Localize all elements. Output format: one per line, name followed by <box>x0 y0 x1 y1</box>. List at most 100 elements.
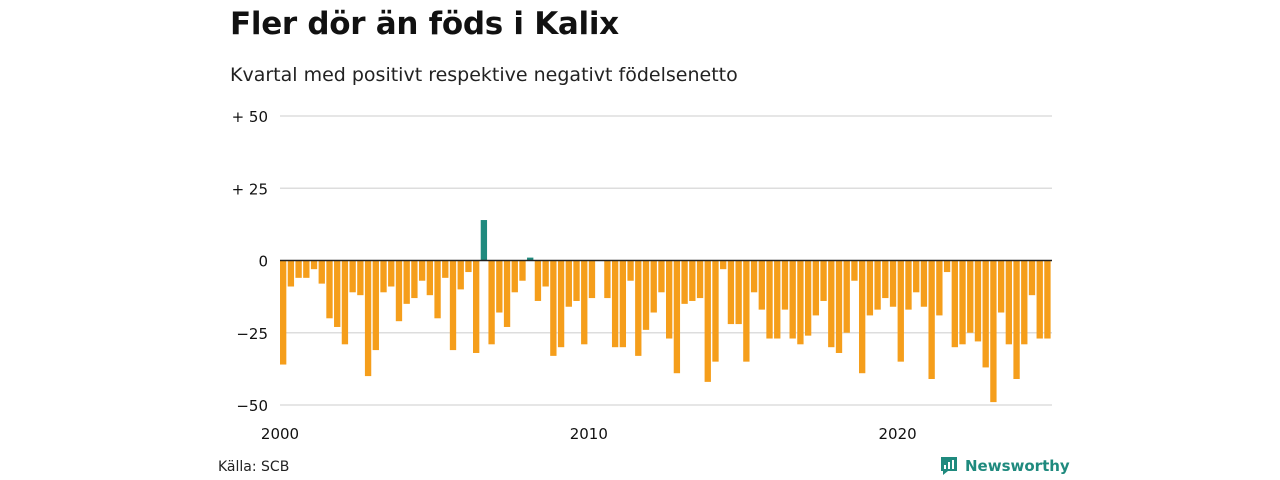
bar-2003-q2 <box>380 260 387 293</box>
bar-2004-q1 <box>403 260 410 304</box>
bar-2014-q3 <box>727 260 735 325</box>
bar-2012-q3 <box>666 260 673 339</box>
bar-2006-q3 <box>480 220 488 261</box>
bar-2017-q1 <box>804 260 812 336</box>
bar-2023-q3 <box>1005 260 1013 345</box>
brand-logo: Newsworthy <box>939 455 1070 477</box>
bar-2021-q2 <box>936 260 943 316</box>
bar-2007-q4 <box>519 260 526 281</box>
chart-subtitle: Kvartal med positivt respektive negativt… <box>230 64 738 86</box>
y-tick-label: 0 <box>258 253 268 271</box>
bar-2009-q4 <box>581 260 588 345</box>
bar-2018-q3 <box>851 260 858 281</box>
bar-2019-q2 <box>874 260 881 310</box>
bar-2001-q2 <box>318 260 325 284</box>
bar-2021-q4 <box>951 260 958 348</box>
bar-2019-q4 <box>889 260 897 307</box>
bar-2008-q1 <box>527 257 534 261</box>
bar-2018-q2 <box>843 260 850 333</box>
bar-2000-q1 <box>280 260 287 365</box>
bar-2024-q1 <box>1021 260 1028 345</box>
bar-2017-q2 <box>812 260 820 316</box>
bar-2020-q1 <box>897 260 904 362</box>
bar-2022-q2 <box>967 260 974 333</box>
source-note: Källa: SCB <box>218 459 290 475</box>
bar-2016-q2 <box>781 260 789 310</box>
bars <box>280 220 1051 403</box>
bar-2003-q1 <box>372 260 379 351</box>
bar-2012-q2 <box>658 260 665 293</box>
bar-2017-q4 <box>828 260 835 348</box>
chart-title: Fler dör än föds i Kalix <box>230 6 619 42</box>
bar-2013-q3 <box>696 260 704 299</box>
y-tick-label: −50 <box>236 397 268 415</box>
bar-2004-q4 <box>426 260 434 296</box>
bar-2008-q4 <box>550 260 557 356</box>
bar-2019-q3 <box>882 260 889 299</box>
bar-2021-q1 <box>928 260 935 379</box>
bar-2011-q4 <box>642 260 650 330</box>
bar-2000-q2 <box>287 260 295 287</box>
bar-2000-q4 <box>303 260 310 278</box>
bar-2010-q3 <box>604 260 611 299</box>
bar-2012-q1 <box>650 260 657 313</box>
x-tick-label: 2000 <box>261 425 299 443</box>
bar-2000-q3 <box>295 260 302 278</box>
bar-2016-q1 <box>774 260 781 339</box>
bar-2015-q3 <box>758 260 765 310</box>
bar-2011-q1 <box>619 260 627 348</box>
bar-2020-q2 <box>905 260 912 310</box>
bar-2003-q3 <box>388 260 395 287</box>
bar-2008-q3 <box>542 260 549 287</box>
x-tick-label: 2010 <box>570 425 608 443</box>
bar-2024-q4 <box>1044 260 1051 339</box>
bar-2017-q3 <box>820 260 827 301</box>
bar-2005-q3 <box>449 260 457 351</box>
bar-2009-q3 <box>573 260 580 301</box>
bar-2013-q2 <box>689 260 696 301</box>
bar-2022-q3 <box>974 260 982 342</box>
bar-2005-q4 <box>457 260 464 290</box>
bar-2001-q3 <box>326 260 333 319</box>
bar-2019-q1 <box>866 260 874 316</box>
bar-2008-q2 <box>534 260 542 301</box>
y-tick-label: + 50 <box>232 108 268 126</box>
bar-2003-q4 <box>395 260 403 322</box>
bar-2014-q4 <box>735 260 742 325</box>
bar-2014-q2 <box>720 260 727 270</box>
bar-2016-q4 <box>797 260 804 345</box>
bar-2006-q4 <box>488 260 495 345</box>
bar-2005-q2 <box>442 260 449 278</box>
bar-chart: + 50 + 25 0 −25 −50 2000 2010 2020 <box>232 108 1052 443</box>
bar-2001-q4 <box>334 260 341 327</box>
bar-2006-q1 <box>465 260 472 273</box>
bar-2021-q3 <box>943 260 951 273</box>
bar-2023-q1 <box>990 260 997 403</box>
bar-2023-q4 <box>1013 260 1020 379</box>
bar-2024-q2 <box>1028 260 1036 296</box>
bar-2024-q3 <box>1036 260 1043 339</box>
bar-2014-q1 <box>712 260 719 362</box>
bar-2009-q1 <box>557 260 565 348</box>
y-tick-label: + 25 <box>232 180 268 198</box>
bar-2002-q3 <box>357 260 364 296</box>
bar-2015-q1 <box>743 260 750 362</box>
bar-2020-q4 <box>920 260 928 307</box>
bar-2022-q1 <box>959 260 966 345</box>
bar-2015-q4 <box>766 260 773 339</box>
axes: + 50 + 25 0 −25 −50 2000 2010 2020 <box>232 108 1052 443</box>
bar-2002-q1 <box>341 260 349 345</box>
grid-lines <box>280 115 1052 406</box>
bar-2011-q2 <box>627 260 634 281</box>
x-tick-label: 2020 <box>879 425 917 443</box>
bar-2007-q3 <box>511 260 518 293</box>
bar-2010-q1 <box>588 260 596 299</box>
y-tick-label: −25 <box>236 325 268 343</box>
bar-2020-q3 <box>913 260 920 293</box>
bar-2004-q2 <box>411 260 418 299</box>
bar-2002-q4 <box>364 260 372 377</box>
bar-2022-q4 <box>982 260 989 368</box>
bar-2016-q3 <box>789 260 796 339</box>
bar-2007-q2 <box>503 260 511 327</box>
bar-2015-q2 <box>750 260 758 293</box>
